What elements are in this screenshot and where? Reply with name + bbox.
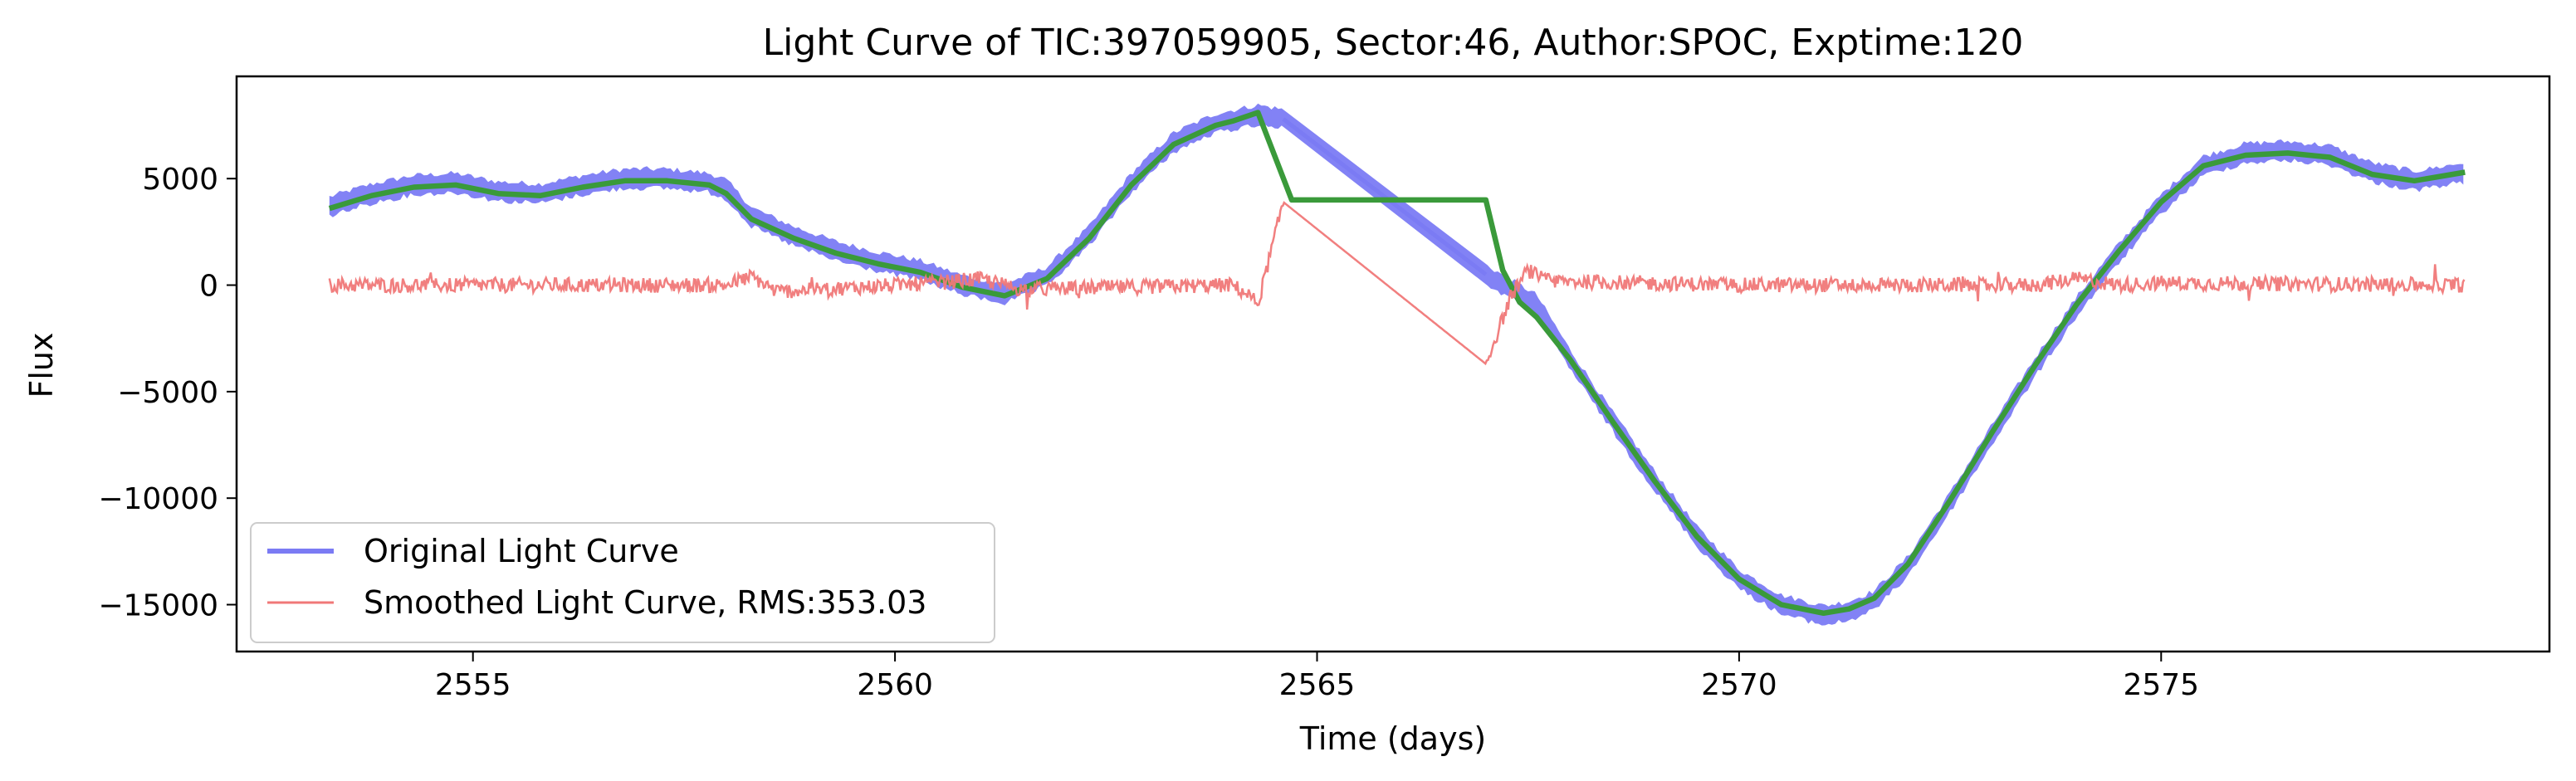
y-tick-label-3: −10000 bbox=[98, 482, 218, 516]
plot-frame bbox=[235, 75, 2551, 653]
x-tick-label-2: 2565 bbox=[1279, 668, 1356, 702]
plot-data-layer bbox=[328, 103, 2466, 626]
x-tick-label-4: 2575 bbox=[2123, 668, 2199, 702]
smoothed-light-curve-line bbox=[328, 201, 2466, 366]
x-axis-label: Time (days) bbox=[1299, 720, 1486, 757]
x-tick-label-3: 2570 bbox=[1701, 668, 1777, 702]
legend-label-original: Original Light Curve bbox=[364, 533, 679, 569]
axis-ticks: 2555 2560 2565 2570 2575 5000 0 −5000 −10000 −150… bbox=[98, 163, 2199, 702]
original-light-curve-gap-line bbox=[1282, 117, 1488, 276]
chart-title: Light Curve of TIC:397059905, Sector:46,… bbox=[763, 22, 2024, 64]
chart-legend: Original Light Curve Smoothed Light Curv… bbox=[250, 522, 995, 643]
fitted-trend-line bbox=[328, 110, 2466, 617]
y-axis-label: Flux bbox=[23, 333, 60, 398]
x-tick-label-0: 2555 bbox=[435, 668, 511, 702]
y-tick-label-1: 0 bbox=[199, 270, 218, 304]
y-tick-label-4: −15000 bbox=[98, 589, 218, 623]
x-tick-label-1: 2560 bbox=[857, 668, 933, 702]
legend-label-smoothed: Smoothed Light Curve, RMS:353.03 bbox=[364, 584, 926, 621]
legend-box bbox=[250, 522, 995, 643]
y-tick-label-0: 5000 bbox=[142, 163, 218, 197]
y-tick-label-2: −5000 bbox=[117, 376, 218, 410]
